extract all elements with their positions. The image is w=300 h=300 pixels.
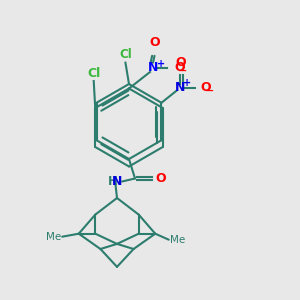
Text: N: N bbox=[148, 61, 158, 74]
Text: N: N bbox=[175, 81, 186, 94]
Text: Me: Me bbox=[46, 232, 61, 242]
Text: O: O bbox=[149, 37, 160, 50]
Text: Cl: Cl bbox=[119, 48, 132, 61]
Text: N: N bbox=[112, 175, 123, 188]
Text: −: − bbox=[205, 86, 214, 96]
Text: O: O bbox=[200, 81, 211, 94]
Text: Me: Me bbox=[170, 235, 185, 245]
Text: +: + bbox=[183, 78, 191, 88]
Text: +: + bbox=[157, 59, 166, 69]
Text: −: − bbox=[178, 65, 188, 76]
Text: Cl: Cl bbox=[87, 67, 101, 80]
Text: H: H bbox=[108, 175, 118, 188]
Text: O: O bbox=[155, 172, 166, 185]
Text: O: O bbox=[175, 56, 186, 69]
Text: O: O bbox=[174, 61, 184, 74]
